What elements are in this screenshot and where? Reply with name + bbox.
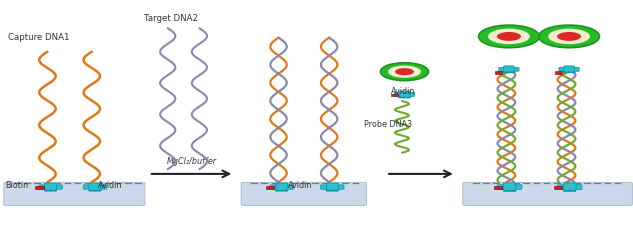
- Circle shape: [563, 190, 568, 192]
- Circle shape: [380, 63, 429, 81]
- Circle shape: [488, 29, 530, 44]
- Circle shape: [406, 97, 411, 98]
- Text: Probe DNA3: Probe DNA3: [364, 120, 412, 129]
- Circle shape: [53, 190, 58, 191]
- FancyBboxPatch shape: [394, 93, 415, 96]
- Text: Capture DNA1: Capture DNA1: [8, 33, 69, 42]
- Bar: [496, 71, 503, 74]
- FancyBboxPatch shape: [276, 183, 287, 191]
- Circle shape: [398, 97, 403, 98]
- FancyBboxPatch shape: [327, 183, 338, 191]
- Circle shape: [395, 68, 414, 75]
- Circle shape: [92, 190, 97, 191]
- Circle shape: [572, 71, 576, 73]
- FancyBboxPatch shape: [498, 185, 522, 189]
- Bar: [556, 71, 562, 74]
- Text: MgCl₂/buffer: MgCl₂/buffer: [166, 157, 216, 166]
- Bar: [555, 186, 563, 189]
- Circle shape: [284, 190, 289, 191]
- FancyBboxPatch shape: [399, 91, 410, 98]
- FancyBboxPatch shape: [504, 66, 514, 73]
- FancyBboxPatch shape: [563, 183, 576, 191]
- Circle shape: [97, 190, 101, 191]
- Circle shape: [48, 190, 53, 191]
- Text: Avidin: Avidin: [98, 181, 123, 190]
- Circle shape: [506, 71, 511, 73]
- Text: Biotin: Biotin: [5, 181, 28, 190]
- FancyBboxPatch shape: [321, 185, 344, 189]
- FancyBboxPatch shape: [499, 67, 519, 71]
- Circle shape: [403, 97, 407, 98]
- FancyBboxPatch shape: [84, 185, 106, 189]
- Circle shape: [330, 190, 334, 191]
- Circle shape: [88, 190, 92, 191]
- Bar: [266, 186, 274, 189]
- Circle shape: [502, 71, 507, 73]
- Circle shape: [388, 66, 421, 78]
- FancyBboxPatch shape: [89, 183, 101, 191]
- Circle shape: [567, 71, 572, 73]
- Circle shape: [568, 190, 572, 192]
- FancyBboxPatch shape: [4, 182, 145, 205]
- Bar: [391, 94, 398, 96]
- FancyBboxPatch shape: [503, 183, 516, 191]
- Circle shape: [334, 190, 339, 191]
- Circle shape: [562, 71, 567, 73]
- FancyBboxPatch shape: [241, 182, 367, 205]
- Circle shape: [511, 71, 516, 73]
- Circle shape: [503, 190, 508, 192]
- Circle shape: [508, 190, 512, 192]
- Text: Target DNA2: Target DNA2: [144, 14, 198, 23]
- Text: Avidin: Avidin: [391, 87, 416, 96]
- FancyBboxPatch shape: [564, 66, 574, 73]
- Circle shape: [325, 190, 330, 191]
- FancyBboxPatch shape: [39, 185, 62, 189]
- Bar: [35, 186, 44, 189]
- Text: Avidin: Avidin: [288, 181, 313, 190]
- Circle shape: [511, 190, 517, 192]
- FancyBboxPatch shape: [270, 185, 294, 189]
- FancyBboxPatch shape: [45, 183, 56, 191]
- Circle shape: [497, 32, 521, 41]
- Circle shape: [557, 32, 581, 41]
- Circle shape: [44, 190, 48, 191]
- Bar: [494, 186, 503, 189]
- FancyBboxPatch shape: [559, 67, 579, 71]
- FancyBboxPatch shape: [557, 185, 582, 189]
- Circle shape: [539, 25, 599, 48]
- Circle shape: [479, 25, 539, 48]
- FancyBboxPatch shape: [463, 182, 632, 205]
- Circle shape: [548, 29, 590, 44]
- Circle shape: [275, 190, 280, 191]
- Circle shape: [572, 190, 576, 192]
- Circle shape: [279, 190, 284, 191]
